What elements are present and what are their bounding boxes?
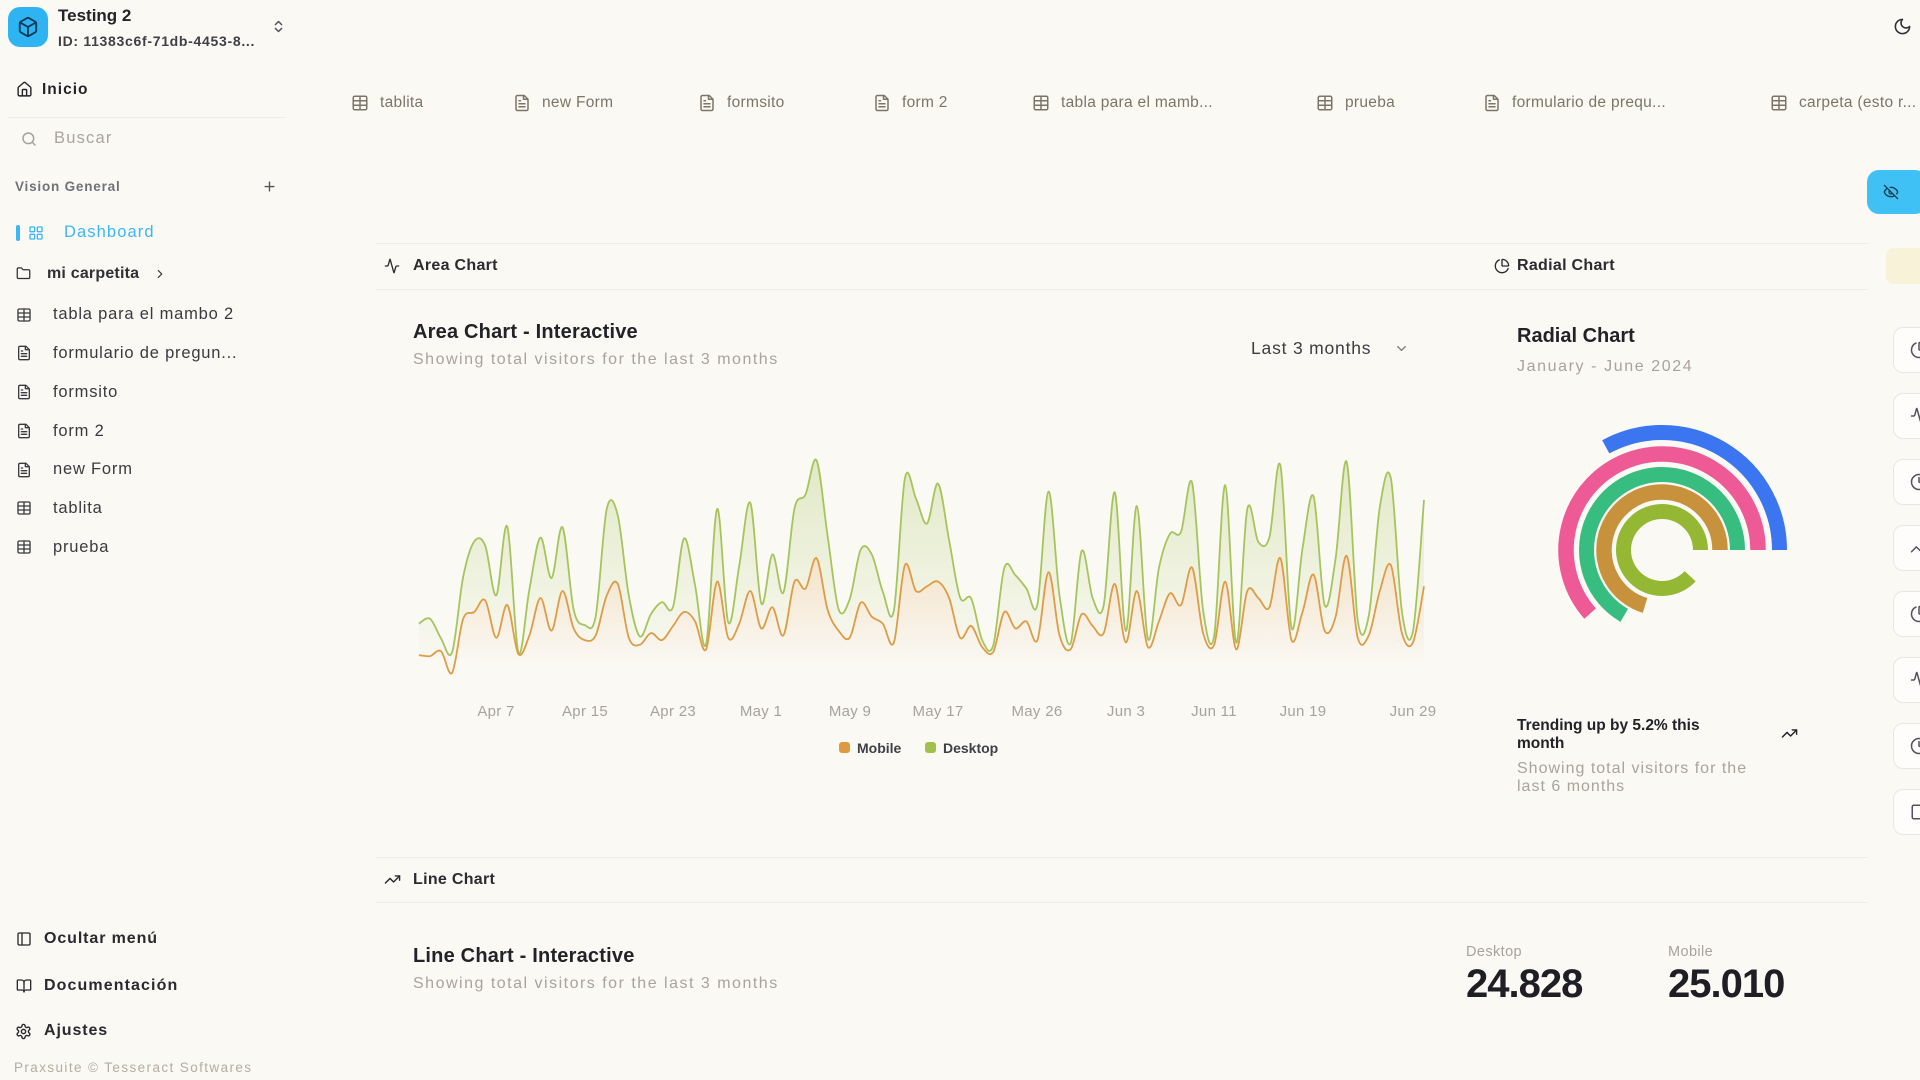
svg-text:Jun 19: Jun 19 [1280,703,1327,720]
svg-text:May 1: May 1 [740,703,782,720]
svg-text:May 17: May 17 [913,703,964,720]
svg-text:Jun 11: Jun 11 [1191,703,1237,720]
svg-text:May 26: May 26 [1012,703,1063,720]
svg-text:Jun 29: Jun 29 [1390,703,1437,720]
svg-text:Apr 15: Apr 15 [562,703,608,720]
svg-text:Apr 7: Apr 7 [477,703,514,720]
svg-text:Jun 3: Jun 3 [1107,703,1145,720]
svg-text:Desktop: Desktop [943,740,998,756]
svg-text:May 9: May 9 [829,703,871,720]
svg-text:Mobile: Mobile [857,740,902,756]
svg-text:Apr 23: Apr 23 [650,703,696,720]
